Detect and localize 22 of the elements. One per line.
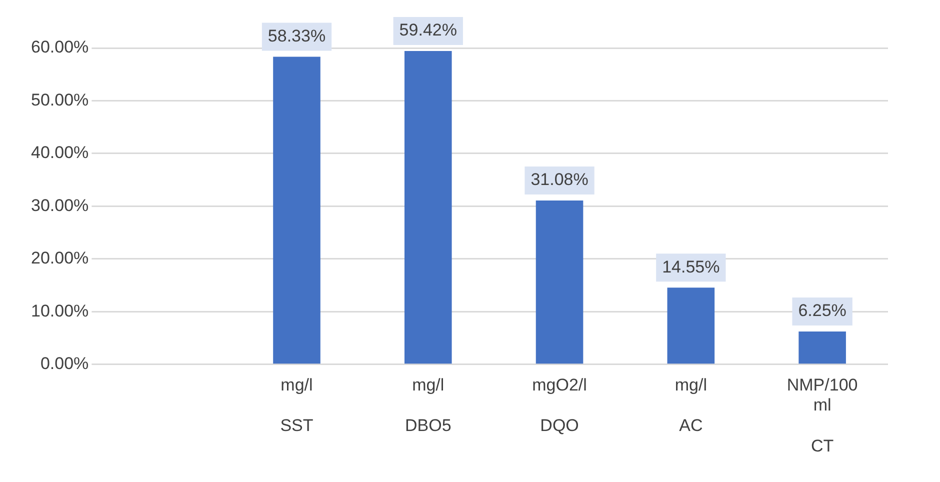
data-label: 59.42% bbox=[399, 20, 457, 40]
bar bbox=[273, 56, 320, 364]
data-label: 58.33% bbox=[268, 26, 326, 46]
y-tick-label: 0.00% bbox=[40, 354, 89, 374]
y-tick-label: 20.00% bbox=[30, 248, 89, 268]
y-tick-label: 40.00% bbox=[30, 143, 89, 162]
y-tick-label: 50.00% bbox=[30, 90, 89, 110]
category-label: NMP/100 ml CT bbox=[786, 375, 858, 456]
bar bbox=[798, 331, 846, 364]
bar bbox=[536, 200, 584, 364]
data-label: 31.08% bbox=[530, 170, 588, 190]
y-tick-label: 30.00% bbox=[30, 196, 89, 215]
category-label: mgO2/l DQO bbox=[532, 375, 587, 436]
data-label: 14.55% bbox=[662, 257, 720, 276]
data-label: 6.25% bbox=[798, 301, 846, 320]
y-tick-label: 10.00% bbox=[30, 301, 89, 320]
bar bbox=[404, 51, 452, 364]
category-label: mg/l DBO5 bbox=[404, 375, 452, 436]
bar bbox=[667, 288, 715, 364]
category-label: mg/l SST bbox=[280, 375, 314, 436]
y-tick-label: 60.00% bbox=[30, 38, 89, 57]
category-label: mg/l AC bbox=[674, 375, 707, 436]
